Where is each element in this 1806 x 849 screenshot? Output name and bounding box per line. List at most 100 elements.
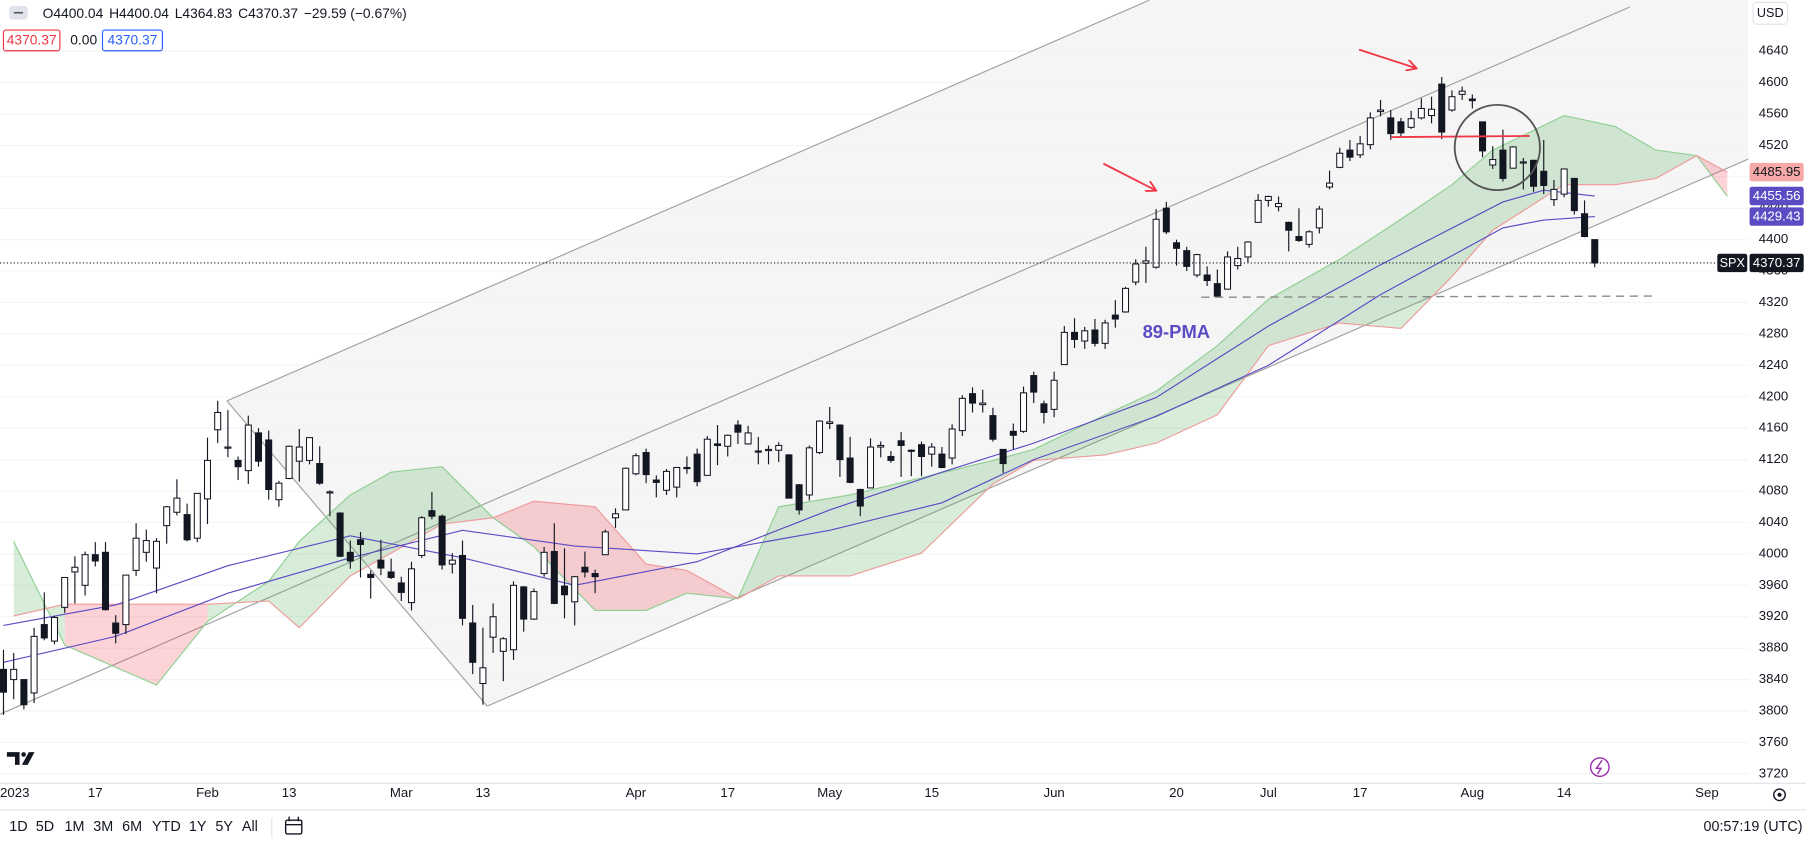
- candle-body: [479, 667, 487, 685]
- price-tag: [1749, 162, 1804, 182]
- candle-body: [581, 566, 589, 573]
- bottom-toolbar: 00:57:19 (UTC) 1D 5D 1M 3M 6M YTD 1Y 5Y All: [0, 788, 1806, 838]
- range-button[interactable]: 1M: [65, 819, 85, 835]
- channel-fill: [226, 0, 1749, 707]
- candle-body: [673, 466, 681, 488]
- cloud-segment: [778, 494, 851, 576]
- x-tick-label: Aug: [1461, 785, 1485, 800]
- candle-body: [856, 488, 864, 507]
- logo-mark: [21, 752, 26, 757]
- candle-body: [938, 453, 946, 468]
- candle-body: [999, 448, 1007, 465]
- y-tick-label: 4600: [1759, 74, 1788, 89]
- y-tick-label: 3960: [1759, 577, 1788, 592]
- cloud-segment: [1156, 345, 1218, 444]
- candle-body: [1152, 218, 1160, 268]
- candle-body: [642, 452, 650, 476]
- candle-body: [1295, 236, 1303, 241]
- range-button[interactable]: 6M: [122, 819, 142, 835]
- candle-body: [1224, 256, 1232, 290]
- cloud-segment: [156, 604, 208, 686]
- candle-body: [928, 446, 936, 455]
- candle-body: [152, 540, 161, 569]
- candle-body: [1234, 258, 1242, 267]
- event-icon[interactable]: [1589, 757, 1610, 778]
- cloud-segment: [1564, 115, 1616, 185]
- candle-body: [918, 444, 926, 458]
- range-button[interactable]: YTD: [152, 819, 181, 835]
- candle-body: [1591, 239, 1599, 264]
- candle-body: [1448, 96, 1456, 111]
- settings-icon[interactable]: [1773, 788, 1786, 802]
- cloud-segment: [391, 466, 443, 554]
- candle-body: [754, 450, 762, 453]
- candles: [0, 77, 1599, 715]
- candle-body: [458, 554, 467, 619]
- currency-button[interactable]: [1752, 1, 1789, 25]
- candle-body: [1173, 242, 1181, 249]
- candle-body: [958, 397, 966, 432]
- candle-body: [275, 482, 283, 501]
- channel-line: [0, 6, 1631, 715]
- range-button[interactable]: 5Y: [215, 819, 233, 835]
- range-button[interactable]: All: [242, 819, 258, 835]
- x-tick-label: 17: [88, 785, 103, 800]
- moving-averages: [3, 189, 1595, 663]
- candle-body: [1540, 170, 1548, 186]
- candle-body: [1489, 159, 1497, 166]
- price-tag-label: 4485.95: [1753, 164, 1801, 179]
- price-tag: [1749, 207, 1804, 226]
- candle-body: [407, 568, 416, 604]
- cloud-segment: [1339, 219, 1401, 329]
- price-axis: 3720 3760 3800 3840 3880 3920 3960 4000 4040 4080…: [1748, 0, 1806, 810]
- symbol-tag: [1717, 253, 1748, 273]
- calendar-icon[interactable]: [284, 816, 303, 835]
- candle-body: [1428, 108, 1436, 117]
- price-tag: [1749, 186, 1804, 206]
- candle-body: [662, 470, 671, 491]
- candle-body: [571, 576, 579, 603]
- range-button[interactable]: 1Y: [189, 819, 207, 835]
- range-button[interactable]: 1D: [9, 819, 27, 835]
- indicator-value: 4370.37: [107, 32, 157, 48]
- y-tick-label: 4080: [1759, 483, 1788, 498]
- cloud-segment: [64, 604, 157, 686]
- candle-body: [652, 479, 660, 483]
- ichimoku-cloud: [13, 114, 1728, 686]
- support-line: [1201, 295, 1653, 298]
- y-tick-label: 4280: [1759, 325, 1788, 340]
- candle-body: [50, 617, 59, 642]
- x-tick-label: 13: [476, 785, 491, 800]
- candle-body: [0, 668, 8, 693]
- candle-body: [132, 537, 140, 571]
- range-button[interactable]: 3M: [93, 819, 113, 835]
- y-tick-label: 3760: [1759, 734, 1788, 749]
- logo-mark: [21, 752, 35, 765]
- moving-average: [3, 215, 1595, 663]
- ohlc-value: 4400.04: [119, 5, 169, 21]
- candle-body: [61, 576, 69, 608]
- range-button[interactable]: 5D: [36, 819, 54, 835]
- y-tick-label: 3800: [1759, 703, 1788, 718]
- cloud-segment: [1033, 414, 1106, 461]
- x-tick-label: Sep: [1695, 785, 1719, 800]
- currency[interactable]: USD: [1757, 6, 1784, 20]
- ohlc-label: L: [175, 5, 183, 21]
- candle-body: [101, 551, 110, 611]
- candle-body: [1183, 250, 1191, 267]
- candle-body: [183, 514, 191, 541]
- price-tag-label: 4455.56: [1753, 188, 1801, 203]
- candle-body: [469, 622, 477, 663]
- y-tick-label: 3880: [1759, 640, 1788, 655]
- x-tick-label: Jun: [1043, 785, 1064, 800]
- y-tick-label: 4200: [1759, 388, 1788, 403]
- ohlc-label: C: [238, 5, 248, 21]
- gear-center: [1777, 792, 1782, 797]
- cloud-segment: [493, 501, 534, 547]
- price-tag-label: 4429.43: [1753, 209, 1801, 224]
- x-tick-label: Mar: [390, 785, 413, 800]
- candle-body: [509, 584, 518, 651]
- candle-body: [1040, 403, 1048, 414]
- candle-body: [550, 551, 558, 604]
- candle-body: [1142, 260, 1150, 264]
